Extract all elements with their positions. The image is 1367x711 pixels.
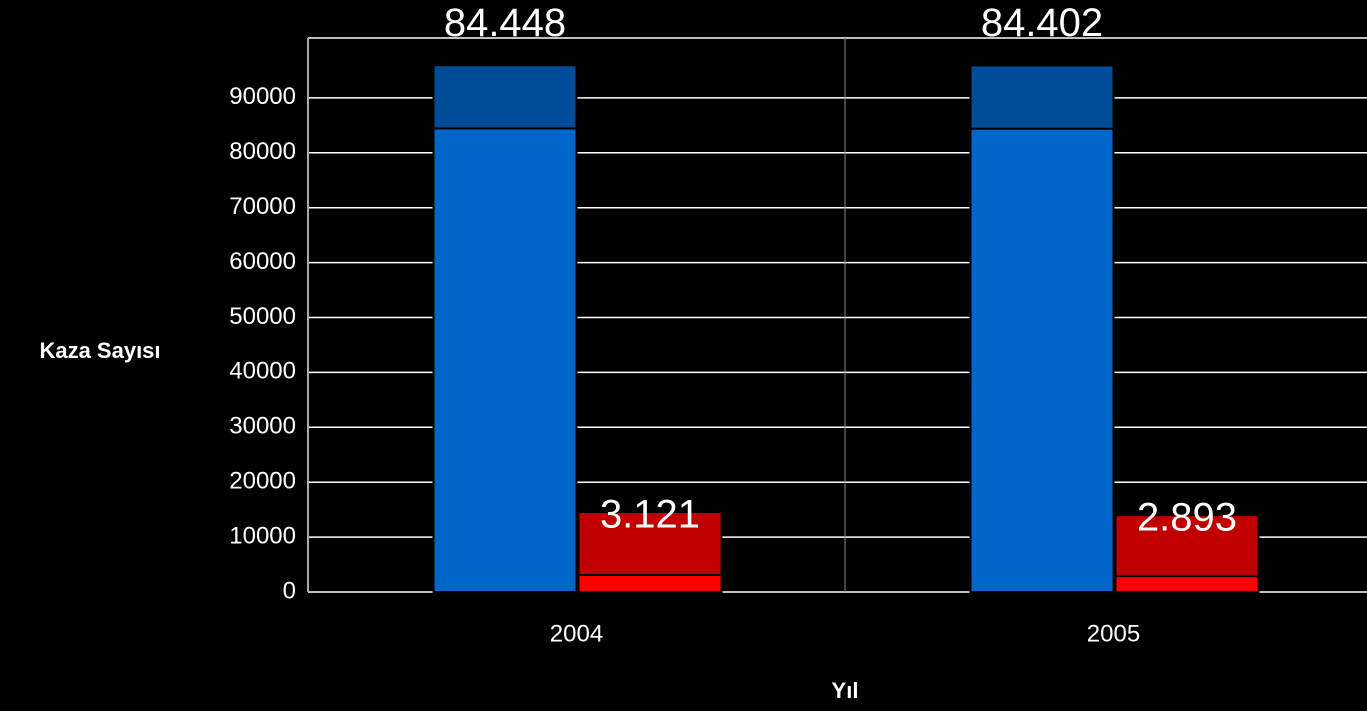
- y-tick-label: 0: [283, 577, 296, 604]
- y-tick-label: 80000: [229, 138, 296, 165]
- y-tick-label: 20000: [229, 468, 296, 495]
- y-tick-label: 50000: [229, 303, 296, 330]
- value-label: 84.448: [444, 1, 566, 45]
- y-tick-label: 30000: [229, 413, 296, 440]
- y-axis-title: Kaza Sayısı: [39, 338, 160, 363]
- y-tick-label: 60000: [229, 248, 296, 275]
- value-label: 3.121: [600, 493, 700, 537]
- bar-segment: [1114, 514, 1260, 578]
- x-tick-label: 2005: [1087, 620, 1140, 647]
- bar-segment: [432, 64, 578, 130]
- bar-segment: [1114, 575, 1260, 594]
- bar-segment: [577, 511, 723, 576]
- x-tick-label: 2004: [550, 620, 603, 647]
- y-tick-label: 90000: [229, 83, 296, 110]
- value-label: 84.402: [981, 1, 1103, 45]
- y-tick-label: 10000: [229, 522, 296, 549]
- bar-segment: [969, 64, 1115, 130]
- x-axis-title: Yıl: [832, 678, 859, 703]
- value-label: 2.893: [1137, 496, 1237, 540]
- bar-segment: [577, 573, 723, 594]
- bar-segment: [432, 127, 578, 593]
- y-tick-label: 70000: [229, 193, 296, 220]
- y-tick-label: 40000: [229, 358, 296, 385]
- bar-segment: [969, 127, 1115, 593]
